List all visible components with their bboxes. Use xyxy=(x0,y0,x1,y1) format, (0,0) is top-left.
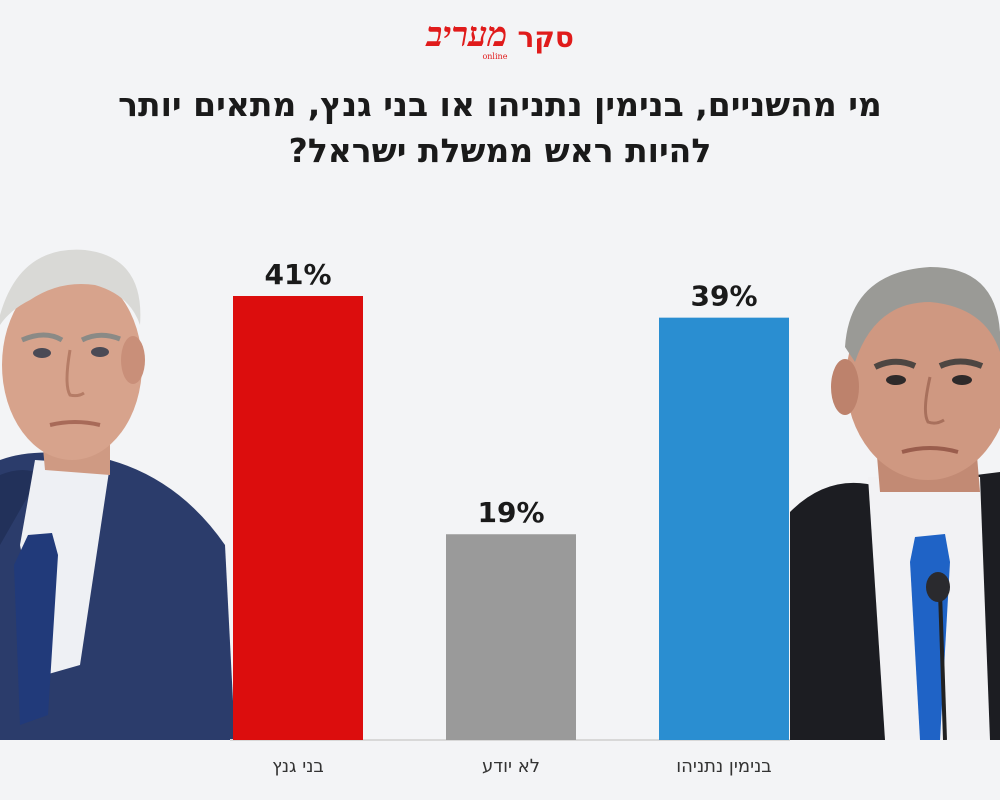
category-label-1: לא יודע xyxy=(482,756,540,777)
bar-value-label-0: 41% xyxy=(264,258,331,291)
bar-1 xyxy=(446,534,576,740)
bar-value-label-2: 39% xyxy=(690,280,757,313)
category-label-0: בני גנץ xyxy=(272,756,324,777)
bar-0 xyxy=(233,296,363,740)
gantz-portrait xyxy=(0,249,235,740)
bar-2 xyxy=(659,317,789,740)
netanyahu-portrait xyxy=(790,267,1000,740)
category-label-2: בנימין נתניהו xyxy=(676,756,771,777)
maariv-logo: מעריב online xyxy=(426,15,508,61)
poll-question-title: מי מהשניים, בנימין נתניהו או בני גנץ, מת… xyxy=(118,85,882,170)
bar-value-label-1: 19% xyxy=(477,496,544,529)
logo-online-text: online xyxy=(482,52,508,61)
poll-tag: סקר xyxy=(517,21,574,54)
poll-logo: מעריב online סקר xyxy=(0,15,1000,61)
